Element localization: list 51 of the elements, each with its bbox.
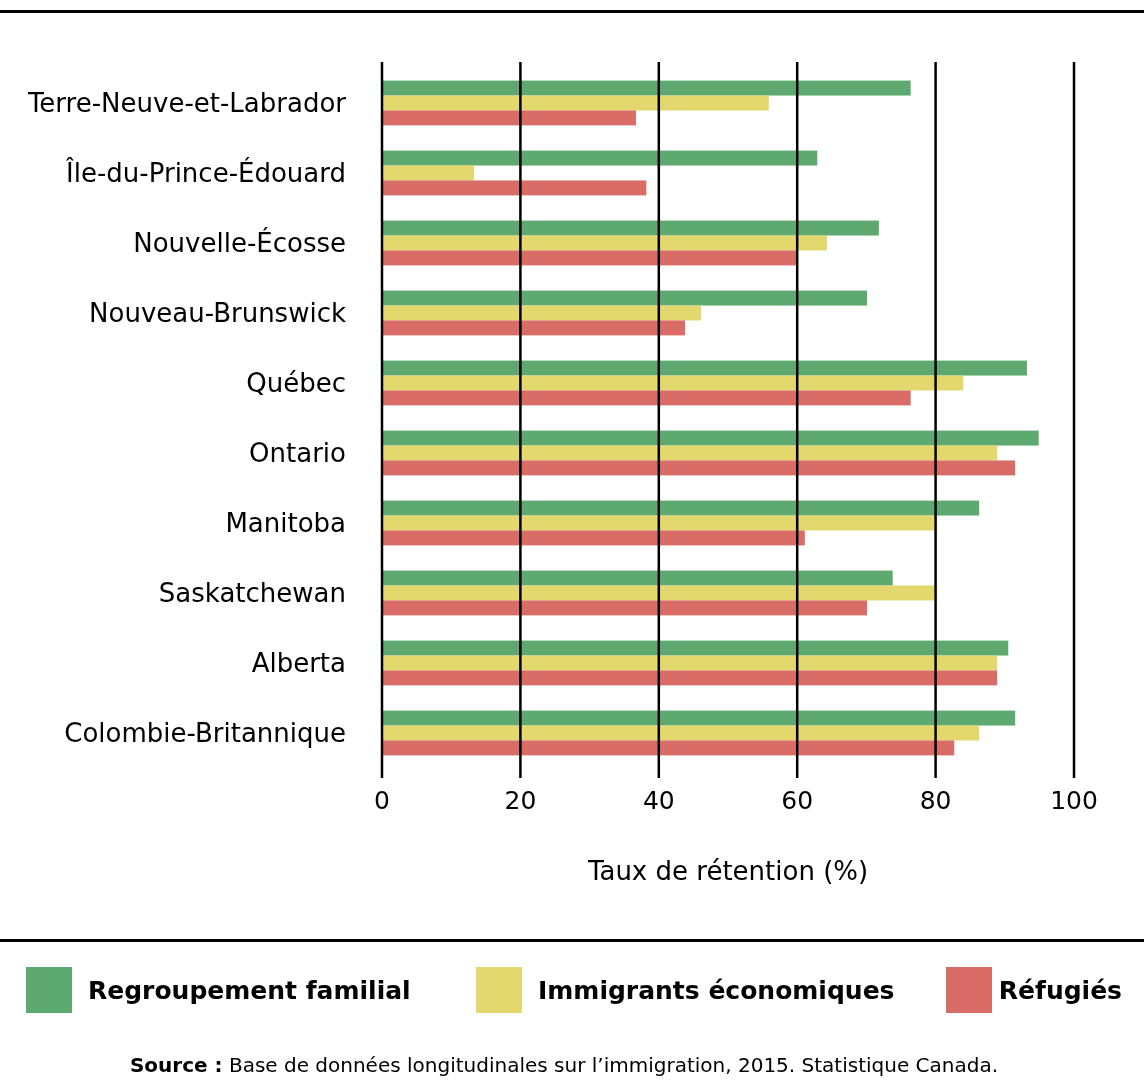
y-tick-label: Alberta — [251, 648, 346, 678]
bar — [382, 375, 964, 391]
bar — [382, 640, 1009, 656]
y-tick-label: Île-du-Prince-Édouard — [65, 157, 346, 188]
x-tick-label: 80 — [919, 786, 952, 815]
bar — [382, 460, 1016, 476]
bar — [382, 515, 935, 531]
bar — [382, 305, 702, 321]
bar — [382, 250, 798, 266]
bar — [382, 655, 998, 671]
bar — [382, 430, 1039, 446]
x-tick-label: 20 — [504, 786, 537, 815]
bar — [382, 220, 879, 236]
bar — [382, 360, 1027, 376]
bar — [382, 585, 935, 601]
y-tick-label: Colombie-Britannique — [64, 718, 346, 748]
y-tick-label: Québec — [246, 368, 346, 398]
bar — [382, 150, 818, 166]
y-tick-label: Terre-Neuve-et-Labrador — [26, 88, 347, 118]
bar — [382, 95, 769, 111]
bar — [382, 235, 827, 251]
bar — [382, 165, 475, 181]
bar — [382, 80, 911, 96]
y-tick-label: Manitoba — [225, 508, 346, 538]
y-tick-label: Nouveau-Brunswick — [89, 298, 346, 328]
legend-label: Regroupement familial — [88, 976, 411, 1005]
bar — [382, 530, 805, 546]
bar — [382, 110, 636, 126]
x-tick-label: 60 — [781, 786, 814, 815]
bar — [382, 180, 647, 196]
bar — [382, 710, 1016, 726]
bar — [382, 740, 955, 756]
y-tick-label: Nouvelle-Écosse — [133, 227, 346, 258]
x-tick-label: 100 — [1050, 786, 1098, 815]
y-tick-label: Ontario — [249, 438, 346, 468]
bar — [382, 445, 998, 461]
bar — [382, 390, 911, 406]
bar — [382, 600, 868, 616]
legend-label: Réfugiés — [998, 976, 1122, 1005]
bar — [382, 570, 893, 586]
x-tick-label: 40 — [642, 786, 675, 815]
bar — [382, 500, 980, 516]
bar — [382, 320, 686, 336]
source-note: Source : Base de données longitudinales sur l’immigration, 2015. Statistique Canada. — [129, 1053, 999, 1077]
bar — [382, 290, 868, 306]
bar — [382, 670, 998, 686]
bar — [382, 725, 980, 741]
legend-label: Immigrants économiques — [538, 976, 895, 1005]
y-tick-label: Saskatchewan — [158, 578, 346, 608]
x-tick-label: 0 — [374, 786, 390, 815]
x-axis-title: Taux de rétention (%) — [586, 856, 869, 886]
